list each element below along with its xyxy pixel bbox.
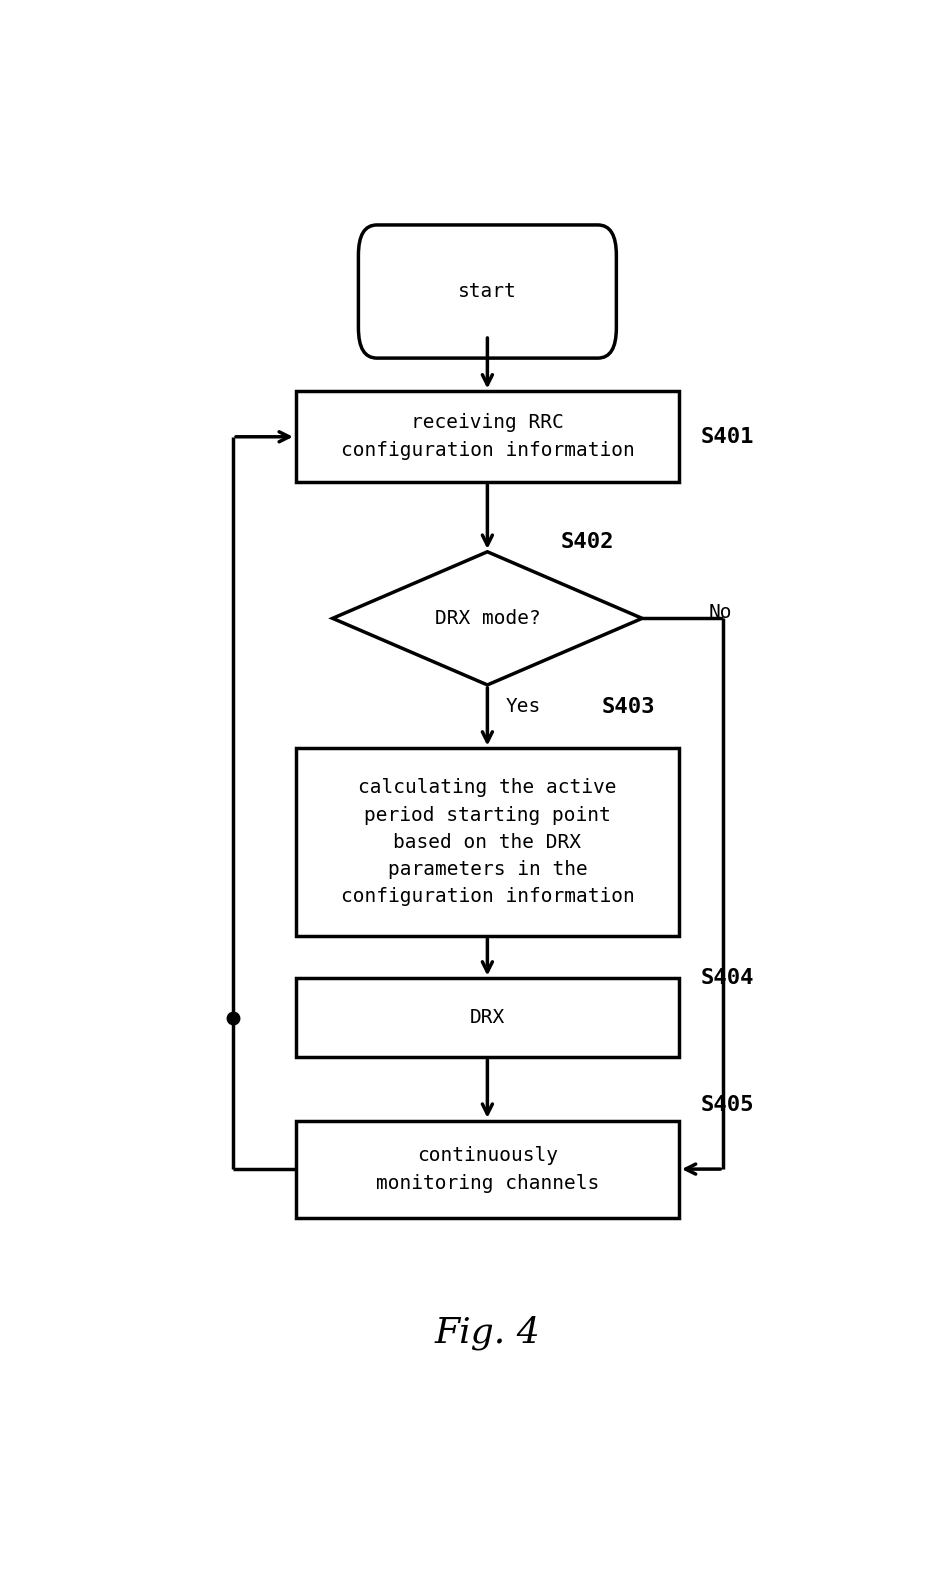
Text: calculating the active
period starting point
based on the DRX
parameters in the
: calculating the active period starting p… bbox=[340, 778, 634, 907]
Text: S402: S402 bbox=[561, 531, 614, 552]
Bar bbox=[296, 748, 679, 935]
Polygon shape bbox=[333, 552, 642, 685]
Text: S401: S401 bbox=[701, 426, 755, 446]
FancyBboxPatch shape bbox=[359, 225, 616, 358]
Bar bbox=[296, 391, 679, 483]
Bar bbox=[296, 978, 679, 1056]
Text: start: start bbox=[458, 281, 516, 300]
Text: Yes: Yes bbox=[506, 696, 541, 715]
Text: receiving RRC
configuration information: receiving RRC configuration information bbox=[340, 413, 634, 461]
Text: S404: S404 bbox=[701, 967, 755, 987]
Text: S405: S405 bbox=[701, 1094, 755, 1115]
Text: DRX: DRX bbox=[470, 1008, 505, 1027]
Text: DRX mode?: DRX mode? bbox=[435, 608, 540, 627]
Bar bbox=[296, 1121, 679, 1217]
Text: continuously
monitoring channels: continuously monitoring channels bbox=[376, 1146, 599, 1193]
Text: Fig. 4: Fig. 4 bbox=[435, 1316, 540, 1350]
Text: No: No bbox=[708, 602, 732, 623]
Text: S403: S403 bbox=[602, 696, 655, 717]
